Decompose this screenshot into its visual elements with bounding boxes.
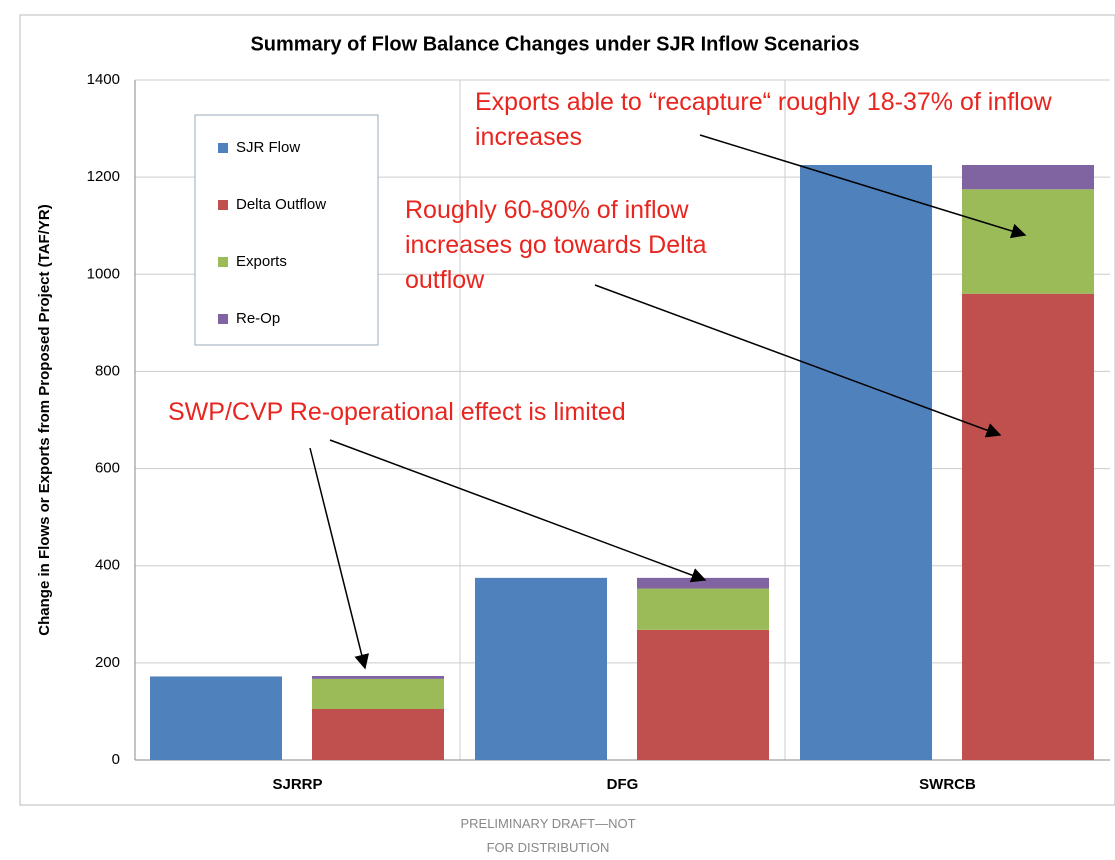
x-tick-label: DFG (607, 776, 639, 793)
x-tick-label: SJRRP (272, 776, 322, 793)
bar (312, 678, 444, 709)
y-tick-label: 1000 (87, 265, 120, 282)
legend-box (194, 114, 379, 346)
legend-label: Exports (236, 253, 287, 270)
annotation: Exports able to “recapture“ roughly 18-3… (475, 88, 1052, 151)
x-tick-label: SWRCB (919, 776, 976, 793)
y-tick-label: 400 (95, 557, 120, 574)
arrow (699, 134, 1027, 239)
arrow (594, 284, 1002, 438)
bar (962, 189, 1094, 294)
bar (637, 577, 769, 589)
bar (962, 165, 1094, 190)
chart-title: Summary of Flow Balance Changes under SJ… (250, 33, 859, 55)
bar (475, 577, 607, 760)
legend-label: Re-Op (236, 310, 280, 327)
annotation: SWP/CVP Re-operational effect is limited (168, 398, 626, 426)
legend-swatch (218, 314, 228, 324)
y-tick-label: 0 (112, 751, 120, 768)
bar (637, 588, 769, 630)
bar (637, 629, 769, 760)
arrow (329, 439, 707, 583)
bar (800, 165, 932, 760)
arrow (309, 447, 370, 670)
arrows (309, 134, 1027, 670)
bar (962, 293, 1094, 760)
y-tick-label: 200 (95, 654, 120, 671)
y-axis-label: Change in Flows or Exports from Proposed… (36, 204, 53, 635)
bar (312, 709, 444, 760)
legend-swatch (218, 257, 228, 267)
legend-label: SJR Flow (236, 139, 300, 156)
bar (312, 675, 444, 679)
y-tick-label: 600 (95, 460, 120, 477)
bar (150, 676, 282, 760)
y-tick-label: 800 (95, 362, 120, 379)
legend-label: Delta Outflow (236, 196, 326, 213)
y-tick-label: 1200 (87, 168, 120, 185)
footer: PRELIMINARY DRAFT—NOT FOR DISTRIBUTION (460, 816, 636, 855)
y-tick-label: 1400 (87, 71, 120, 88)
legend-swatch (218, 143, 228, 153)
annotation: Roughly 60-80% of inflow increases go to… (405, 196, 707, 294)
legend-swatch (218, 200, 228, 210)
